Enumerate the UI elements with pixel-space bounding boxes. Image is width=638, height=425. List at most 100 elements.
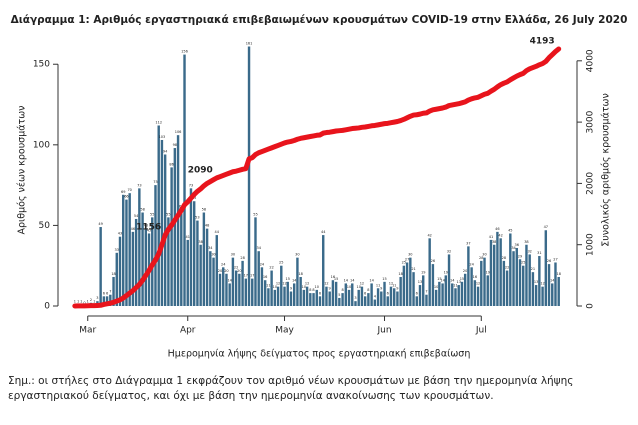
bar: [199, 244, 202, 306]
bar-value-label: 1: [93, 299, 95, 303]
bar-value-label: 20: [463, 269, 467, 273]
bar-value-label: 31: [537, 251, 541, 255]
bar: [531, 272, 535, 306]
bar-value-label: 15: [437, 277, 441, 281]
bar-value-label: 66: [124, 195, 128, 199]
bar: [418, 285, 422, 306]
bar: [154, 185, 157, 306]
bar: [422, 275, 425, 306]
bar-value-label: 17: [244, 274, 248, 278]
bar: [212, 257, 215, 306]
bar-value-label: 55: [150, 212, 154, 216]
bar: [215, 235, 218, 306]
bar-value-label: 14: [450, 278, 455, 282]
bar: [522, 265, 525, 306]
bar-value-label: 22: [234, 266, 238, 270]
bar-value-label: 34: [256, 246, 261, 250]
bar-value-label: 46: [495, 227, 499, 231]
bar: [302, 289, 306, 306]
bar-value-label: 70: [127, 188, 131, 192]
bar: [483, 257, 486, 306]
bar: [367, 293, 370, 306]
bar-value-label: 8: [312, 288, 314, 292]
bar: [131, 231, 135, 306]
bar-value-label: 42: [498, 233, 502, 237]
bar: [541, 286, 544, 306]
bar: [263, 280, 267, 306]
bar-value-label: 7: [109, 290, 111, 294]
cumulative-line: [72, 46, 562, 309]
bar: [512, 251, 515, 306]
bar-value-label: 19: [444, 270, 448, 274]
bar-value-label: 19: [486, 270, 490, 274]
bar-value-label: 8: [309, 288, 311, 292]
bar-value-label: 27: [553, 257, 557, 261]
bar: [467, 246, 470, 306]
bar-value-label: 45: [508, 228, 512, 232]
bar: [128, 193, 131, 306]
bar-value-label: 22: [269, 266, 273, 270]
bar-value-label: 12: [360, 282, 364, 286]
bar-value-label: 0: [83, 301, 85, 305]
bar: [399, 276, 402, 306]
bar-value-label: 18: [298, 272, 302, 276]
bar: [134, 218, 138, 306]
y2-tick-label: 4000: [586, 49, 596, 72]
bar: [425, 294, 428, 306]
bar: [389, 286, 393, 306]
bar-value-label: 28: [240, 256, 244, 260]
y2-tick-label: 1000: [586, 233, 596, 256]
bar: [376, 288, 380, 306]
bar-value-label: 14: [227, 278, 232, 282]
bar: [276, 286, 280, 306]
bar: [383, 281, 386, 306]
bar-value-label: 47: [544, 225, 548, 229]
bar-value-label: 12: [476, 282, 480, 286]
bar: [473, 280, 477, 306]
bar: [380, 291, 383, 306]
bar: [296, 257, 299, 306]
bar: [499, 238, 502, 306]
bar: [428, 238, 431, 306]
bar: [309, 293, 312, 306]
bar-value-label: 24: [260, 262, 265, 266]
y2-axis-title: Συνολικός αριθμός κρουσμάτων: [601, 93, 612, 246]
bar: [460, 281, 464, 306]
bar: [341, 293, 344, 306]
bar-value-label: 18: [556, 272, 560, 276]
bar: [444, 275, 448, 306]
bar: [557, 276, 560, 306]
bar-value-label: 58: [140, 208, 144, 212]
bar-value-label: 9: [380, 286, 382, 290]
bar: [412, 272, 415, 306]
bar: [347, 289, 351, 306]
bar: [122, 194, 125, 306]
bar-value-label: 156: [181, 50, 188, 54]
bar: [183, 54, 186, 307]
bar-value-label: 55: [166, 212, 170, 216]
bar-value-label: 22: [505, 266, 509, 270]
bar: [205, 228, 209, 306]
bar-value-label: 25: [402, 261, 406, 265]
bar: [144, 228, 148, 306]
bar-value-label: 54: [134, 214, 139, 218]
bar-value-label: 8: [367, 288, 369, 292]
bar-value-label: 32: [527, 249, 531, 253]
bar-value-label: 45: [147, 228, 151, 232]
bar: [360, 286, 364, 306]
bar-value-label: 73: [189, 183, 193, 187]
bar: [515, 247, 518, 306]
bar: [325, 286, 328, 306]
bar-value-label: 12: [276, 282, 280, 286]
bar: [438, 281, 441, 306]
bar-value-label: 7: [425, 290, 427, 294]
y-axis-title: Αριθμός νέων κρουσμάτων: [17, 106, 28, 235]
bar: [260, 267, 264, 306]
bar: [176, 135, 180, 306]
bar-value-label: 48: [205, 224, 209, 228]
bar-value-label: 11: [376, 283, 380, 287]
bar-value-label: 13: [456, 280, 460, 284]
bar: [167, 217, 170, 306]
bar: [492, 244, 496, 306]
bar: [247, 46, 251, 306]
